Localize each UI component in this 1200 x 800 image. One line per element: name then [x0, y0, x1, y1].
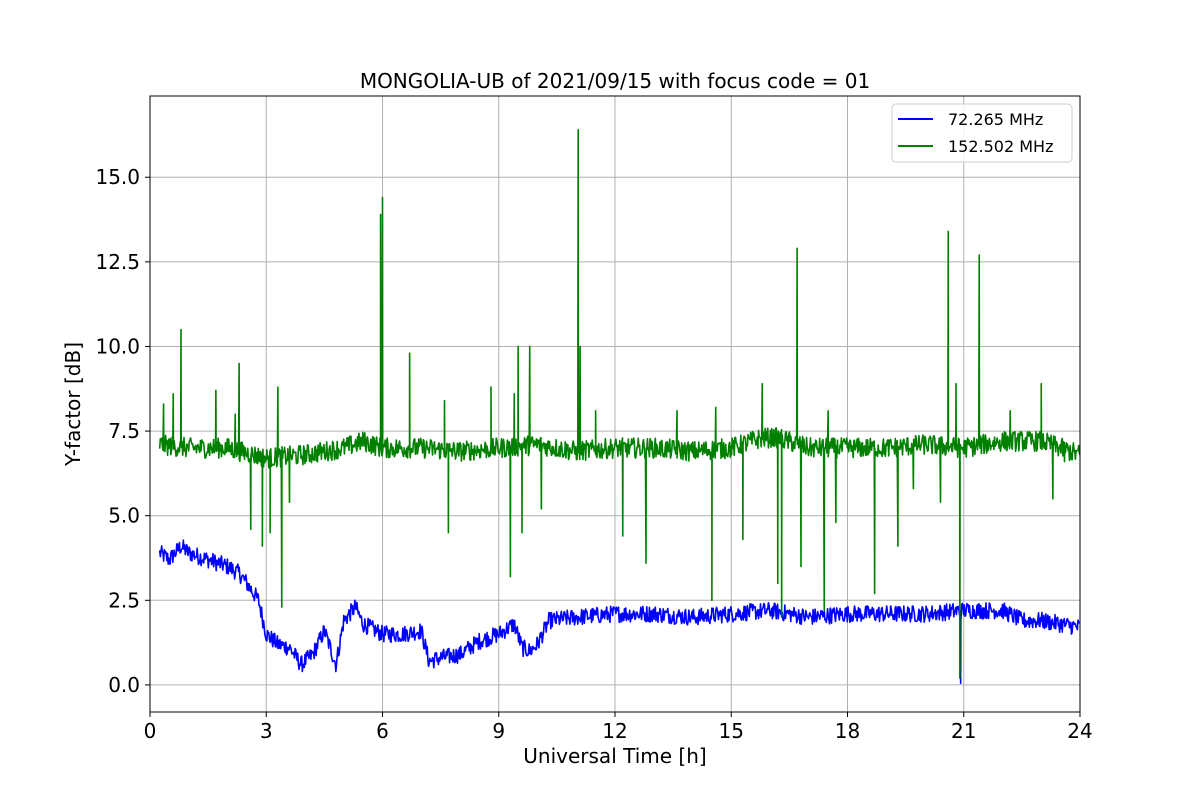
y-tick-label: 5.0 [108, 504, 140, 528]
y-tick-label: 0.0 [108, 673, 140, 697]
legend-box [891, 103, 1073, 163]
x-tick-label: 3 [260, 719, 273, 743]
y-axis-label: Y-factor [dB] [61, 342, 85, 467]
x-tick-label: 12 [602, 719, 627, 743]
x-axis-label: Universal Time [h] [523, 744, 706, 768]
x-tick-label: 18 [835, 719, 860, 743]
legend-label-series-2: 152.502 MHz [948, 137, 1053, 156]
y-tick-label: 15.0 [95, 165, 140, 189]
plot-lines [158, 129, 1081, 685]
series-line-2 [158, 129, 1081, 679]
chart-title: MONGOLIA-UB of 2021/09/15 with focus cod… [360, 69, 870, 93]
x-tick-label: 6 [376, 719, 389, 743]
y-axis-ticks: 0.0 2.5 5.0 7.5 10.0 12.5 15.0 [95, 165, 150, 697]
y-tick-label: 7.5 [108, 419, 140, 443]
x-tick-label: 15 [719, 719, 744, 743]
y-tick-label: 10.0 [95, 334, 140, 358]
series-line-1 [158, 539, 1081, 685]
x-tick-label: 24 [1067, 719, 1092, 743]
y-tick-label: 12.5 [95, 250, 140, 274]
legend-label-series-1: 72.265 MHz [948, 110, 1043, 129]
x-tick-label: 21 [951, 719, 976, 743]
y-tick-label: 2.5 [108, 588, 140, 612]
legend: 72.265 MHz 152.502 MHz [891, 103, 1073, 163]
x-tick-label: 9 [492, 719, 505, 743]
x-axis-ticks: 0 3 6 9 12 15 18 21 24 [144, 712, 1093, 743]
x-tick-label: 0 [144, 719, 157, 743]
